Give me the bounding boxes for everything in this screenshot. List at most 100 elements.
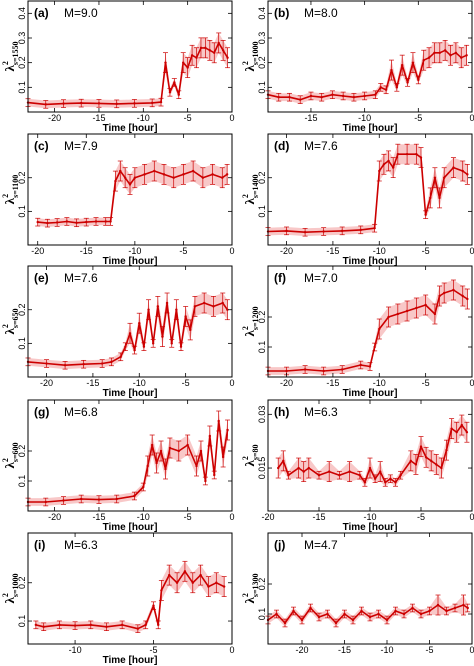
data-point	[208, 49, 212, 52]
data-point	[378, 327, 381, 331]
data-point	[415, 152, 418, 156]
y-tick-label: 0.2	[17, 171, 27, 184]
data-point	[221, 176, 224, 179]
magnitude-label: M=4.7	[304, 538, 338, 552]
data-point	[168, 446, 172, 450]
x-tick-label: 0	[469, 378, 474, 388]
y-tick-label: 0.03	[257, 406, 267, 424]
data-point	[396, 152, 400, 156]
data-point	[424, 303, 427, 307]
y-axis-superscript: 2	[241, 194, 250, 198]
data-point	[436, 603, 440, 607]
data-point	[461, 294, 464, 298]
data-point	[385, 618, 389, 622]
x-axis-title: Time [hour]	[103, 388, 158, 399]
x-tick-label: -10	[69, 645, 82, 655]
data-point	[152, 604, 155, 607]
data-point	[217, 419, 220, 423]
data-point	[414, 463, 418, 466]
data-point	[384, 481, 387, 484]
panel-f: -20 -15 -10 -5 0 0.1 0.2 Time [hour] λ2s=1200 (f)…	[241, 265, 474, 399]
data-point	[128, 332, 132, 335]
data-point	[94, 220, 98, 223]
panel-label: (d)	[274, 139, 289, 153]
y-axis-subscript: s=1550	[11, 41, 20, 65]
data-point	[161, 335, 164, 338]
plot-frame	[267, 532, 473, 645]
error-band	[268, 280, 468, 375]
data-point	[177, 93, 180, 96]
data-point	[159, 100, 163, 104]
y-tick-label: 0.4	[17, 7, 27, 20]
x-tick-label: -10	[373, 246, 386, 256]
data-point	[331, 93, 334, 96]
y-axis-superscript: 2	[241, 61, 250, 65]
y-axis-subscript: s=1300	[251, 573, 260, 597]
y-axis-symbol: λ	[242, 65, 257, 72]
x-tick-label: -5	[182, 378, 190, 388]
y-axis-title: λ2s=1400	[241, 174, 260, 204]
data-point	[201, 176, 205, 179]
data-point	[379, 86, 382, 89]
plot-frame	[27, 399, 233, 512]
data-point	[435, 463, 438, 466]
y-axis-superscript: 2	[241, 593, 250, 597]
x-tick-label: -20	[40, 378, 53, 388]
y-axis-title: λ2s=80	[241, 444, 260, 466]
panel-h: -20 -15 -10 -5 0 0.015 0.03 Time [hour] λ2s=80 (h…	[241, 399, 474, 533]
x-axis-title: Time [hour]	[103, 522, 158, 533]
data-point	[340, 368, 344, 371]
data-point	[445, 448, 448, 452]
data-point	[215, 581, 218, 584]
data-point	[212, 305, 215, 308]
data-point	[452, 166, 455, 169]
x-axis-title: Time [hour]	[343, 256, 398, 267]
x-tick-label: -20	[48, 113, 61, 123]
data-point	[157, 623, 160, 627]
data-point	[307, 466, 310, 470]
magnitude-label: M=6.3	[304, 405, 338, 419]
error-band	[37, 161, 228, 227]
data-point	[142, 485, 145, 489]
data-point	[409, 459, 412, 463]
data-point	[226, 56, 229, 59]
y-tick-label: 0.3	[257, 32, 267, 45]
plot-frame	[27, 133, 233, 246]
y-axis-superscript: 2	[1, 458, 10, 462]
y-tick-label: 0.3	[17, 32, 27, 45]
data-point	[199, 449, 203, 453]
data-point	[287, 473, 290, 477]
data-point	[182, 61, 185, 64]
data-point	[387, 315, 390, 319]
y-tick-label: 0.2	[17, 577, 27, 590]
data-point	[387, 159, 390, 163]
data-point	[283, 621, 287, 625]
data-point	[320, 96, 323, 99]
data-point	[182, 173, 185, 176]
panel-label: (h)	[274, 405, 289, 419]
series-line	[268, 289, 468, 372]
data-point	[438, 196, 441, 200]
data-point	[452, 288, 455, 292]
magnitude-label: M=8.0	[304, 6, 338, 20]
data-point	[44, 500, 47, 504]
plot-frame	[267, 399, 473, 512]
y-tick-label: 0.2	[257, 56, 267, 69]
data-point	[442, 176, 446, 179]
data-point	[282, 459, 285, 463]
data-point	[85, 220, 88, 224]
y-axis-subscript: s=1400	[251, 174, 260, 198]
x-tick-label: -5	[425, 645, 433, 655]
data-point	[334, 621, 338, 625]
data-point	[309, 94, 313, 98]
data-point	[411, 61, 415, 64]
panel-label: (f)	[274, 271, 286, 285]
data-point	[433, 312, 437, 316]
y-axis-symbol: λ	[242, 597, 257, 604]
data-point	[155, 461, 158, 465]
data-point	[221, 301, 224, 305]
x-tick-label: -10	[380, 645, 393, 655]
data-point	[160, 589, 163, 592]
data-point	[120, 623, 124, 627]
